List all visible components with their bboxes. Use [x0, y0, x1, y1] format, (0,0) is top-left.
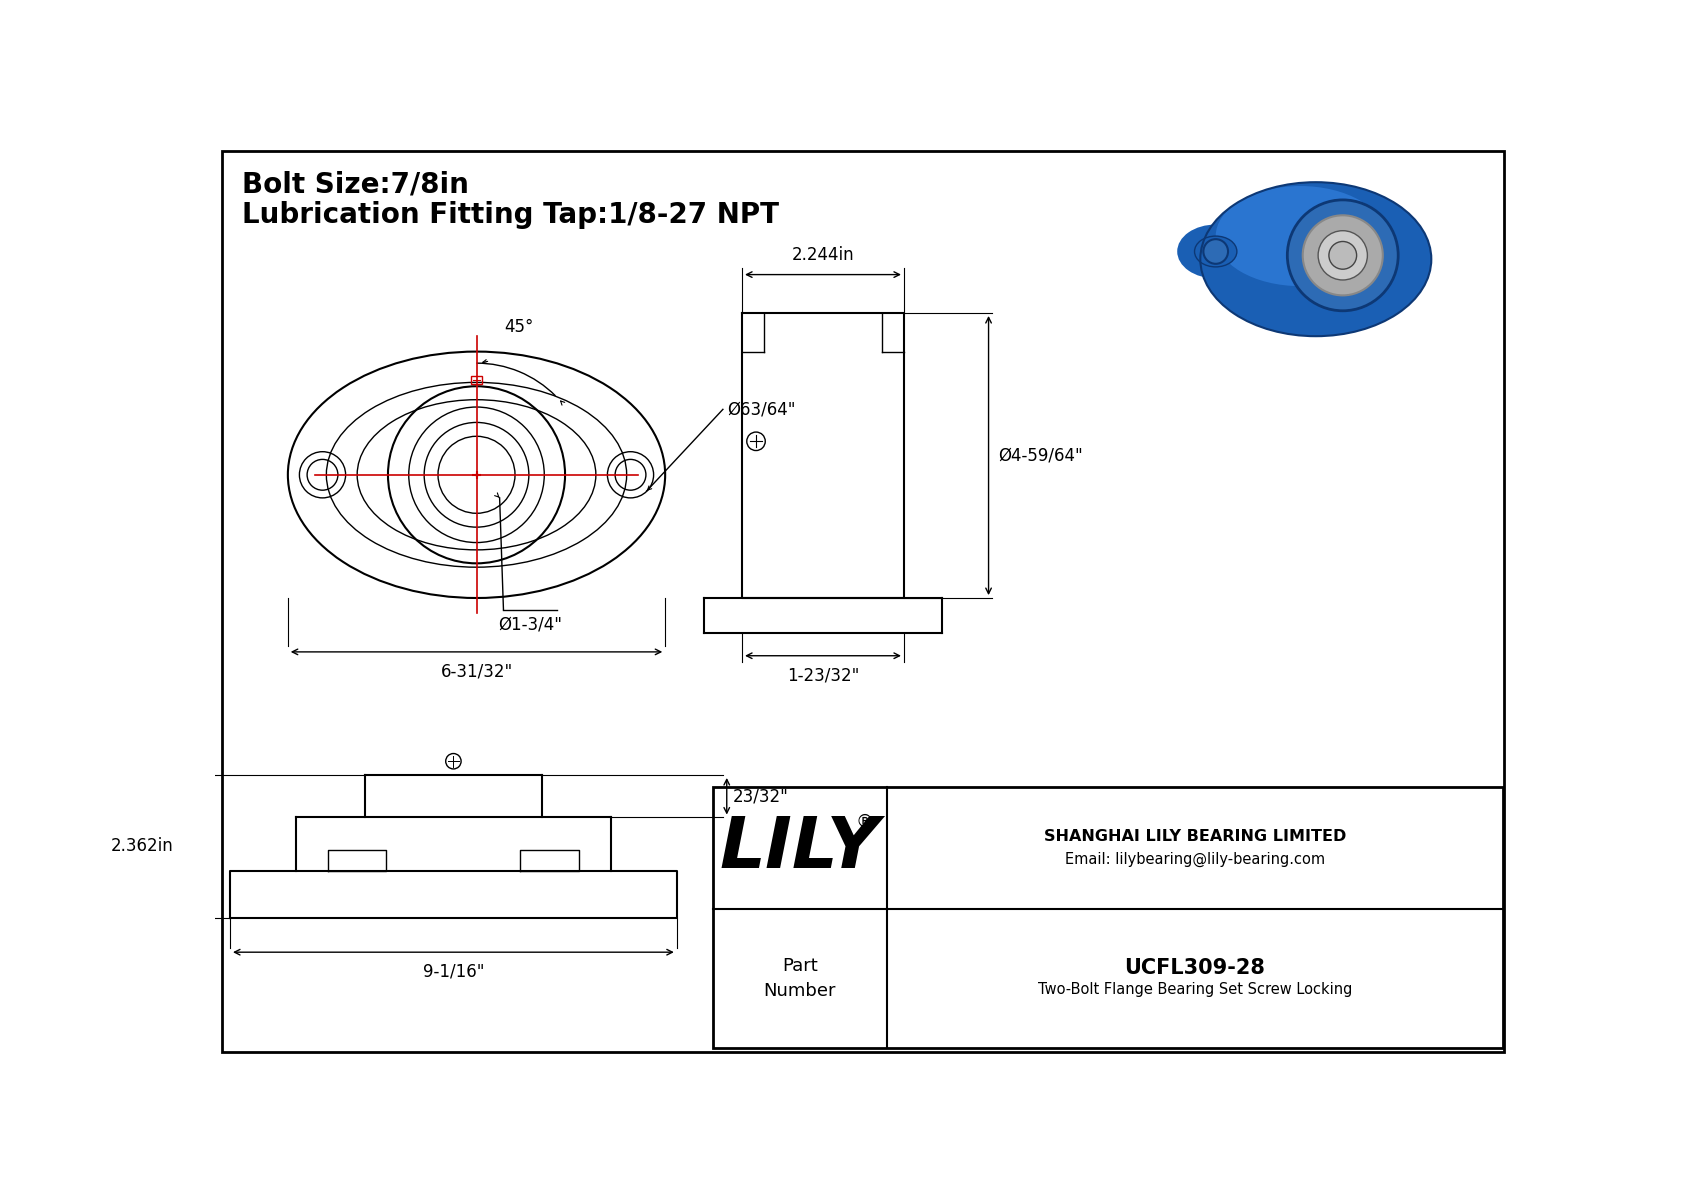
Text: 1-23/32": 1-23/32": [786, 667, 859, 685]
Circle shape: [1287, 200, 1398, 311]
Text: UCFL309-28: UCFL309-28: [1125, 958, 1265, 978]
Text: 45°: 45°: [504, 318, 534, 336]
Circle shape: [1204, 239, 1228, 264]
Text: 23/32": 23/32": [733, 787, 788, 805]
Circle shape: [1329, 242, 1357, 269]
Text: 9-1/16": 9-1/16": [423, 964, 485, 981]
Circle shape: [1319, 231, 1367, 280]
Text: Ø1-3/4": Ø1-3/4": [498, 616, 562, 634]
Text: Lubrication Fitting Tap:1/8-27 NPT: Lubrication Fitting Tap:1/8-27 NPT: [242, 201, 778, 230]
Bar: [472, 376, 482, 384]
Text: SHANGHAI LILY BEARING LIMITED: SHANGHAI LILY BEARING LIMITED: [1044, 829, 1346, 844]
Bar: [712, 786, 1502, 1048]
Ellipse shape: [1177, 225, 1255, 279]
Text: Bolt Size:7/8in: Bolt Size:7/8in: [242, 170, 468, 199]
Text: 2.244in: 2.244in: [791, 245, 854, 264]
Text: 6-31/32": 6-31/32": [441, 662, 512, 681]
Text: ®: ®: [855, 813, 874, 831]
Text: Ø4-59/64": Ø4-59/64": [999, 447, 1083, 464]
Text: LILY: LILY: [721, 813, 881, 883]
Text: Ø63/64": Ø63/64": [727, 400, 795, 418]
Text: Two-Bolt Flange Bearing Set Screw Locking: Two-Bolt Flange Bearing Set Screw Lockin…: [1037, 981, 1352, 997]
Ellipse shape: [1216, 186, 1386, 286]
Text: 2.362in: 2.362in: [111, 837, 173, 855]
Ellipse shape: [1201, 182, 1431, 336]
Circle shape: [1303, 216, 1383, 295]
Text: Part
Number: Part Number: [763, 958, 837, 1000]
Text: Email: lilybearing@lily-bearing.com: Email: lilybearing@lily-bearing.com: [1064, 852, 1325, 867]
Ellipse shape: [1194, 236, 1236, 267]
